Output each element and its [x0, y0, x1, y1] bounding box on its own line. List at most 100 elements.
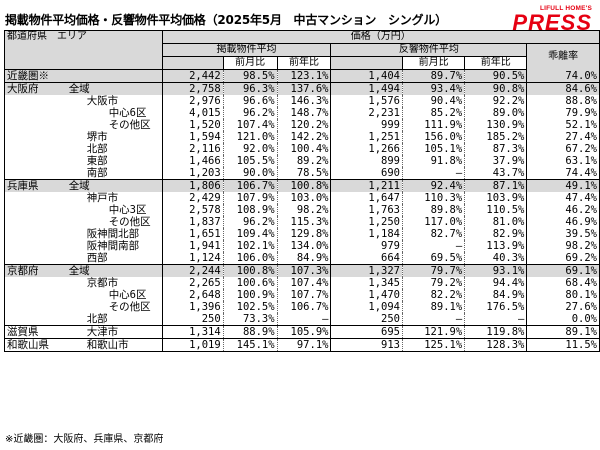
value-cell-d: 46.9%	[526, 216, 600, 228]
value-cell-rm: –	[401, 167, 465, 180]
value-cell-d: 47.4%	[526, 192, 600, 204]
area-cell: 中心3区	[66, 204, 163, 216]
value-cell-rp: 664	[330, 252, 403, 265]
prefecture-cell	[3, 289, 67, 301]
area-cell: その他区	[66, 119, 163, 131]
value-cell-lm: 121.0%	[222, 131, 278, 143]
value-cell-rm: 89.1%	[401, 301, 465, 313]
value-cell-ly: 97.1%	[276, 338, 331, 352]
value-cell-ly: 106.7%	[276, 301, 331, 313]
value-cell-ly: 129.8%	[276, 228, 331, 240]
value-cell-lm: 102.1%	[222, 240, 278, 252]
brand-logo: LIFULL HOME'S PRESS	[500, 4, 592, 34]
value-cell-d: 74.0%	[526, 69, 600, 83]
value-cell-lp: 1,837	[161, 216, 224, 228]
value-cell-lm: 107.4%	[222, 119, 278, 131]
value-cell-ly: 142.2%	[276, 131, 331, 143]
value-cell-d: 68.4%	[526, 277, 600, 289]
value-cell-lm: 90.0%	[222, 167, 278, 180]
prefecture-cell	[3, 107, 67, 119]
value-cell-lp: 2,976	[161, 95, 224, 107]
value-cell-rm: 121.9%	[401, 325, 465, 339]
value-cell-d: 27.6%	[526, 301, 600, 313]
prefecture-cell: 兵庫県	[3, 179, 67, 192]
value-cell-rp: 1,094	[330, 301, 403, 313]
prefecture-cell	[3, 313, 67, 326]
table-row: 阪神間南部 1,941 102.1% 134.0% 979–113.9% 98.2%	[3, 240, 600, 252]
value-cell-rp: 1,763	[330, 204, 403, 216]
value-cell-d: 69.1%	[526, 264, 600, 277]
divergence-header: 乖離率	[526, 43, 600, 70]
prefecture-cell	[3, 228, 67, 240]
area-cell: 南部	[66, 167, 163, 180]
value-cell-lm: 145.1%	[222, 338, 278, 352]
value-cell-lp: 1,941	[161, 240, 224, 252]
value-cell-lm: 100.8%	[222, 264, 278, 277]
response-yoy-header: 前年比	[464, 56, 527, 70]
value-cell-rm: 85.2%	[401, 107, 465, 119]
value-cell-rp: 1,404	[330, 69, 403, 83]
value-cell-rp: 2,231	[330, 107, 403, 119]
value-cell-ry: 103.9%	[464, 192, 527, 204]
prefecture-cell	[3, 95, 67, 107]
prefecture-cell	[3, 131, 67, 143]
logo-subtext: LIFULL HOME'S	[539, 5, 592, 12]
value-cell-rp: 1,211	[330, 179, 403, 192]
value-cell-rm: –	[401, 313, 465, 326]
value-cell-ly: 107.3%	[276, 264, 331, 277]
table-row: 阪神間北部 1,651 109.4% 129.8% 1,184 82.7% 82.9% 39.…	[3, 228, 600, 240]
value-cell-rp: 1,251	[330, 131, 403, 143]
area-cell: 阪神間南部	[66, 240, 163, 252]
value-cell-rm: 93.4%	[401, 82, 465, 95]
value-cell-d: 69.2%	[526, 252, 600, 265]
table-row: 北部 2,116 92.0% 100.4% 1,266 105.1% 87.3% 67.2%	[3, 143, 600, 155]
value-cell-ly: 78.5%	[276, 167, 331, 180]
area-cell: 中心6区	[66, 289, 163, 301]
value-cell-lp: 4,015	[161, 107, 224, 119]
value-cell-ly: 84.9%	[276, 252, 331, 265]
value-cell-ly: 148.7%	[276, 107, 331, 119]
listed-avg-header: 掲載物件平均	[161, 43, 331, 57]
value-cell-rm: 110.3%	[401, 192, 465, 204]
value-cell-rm: 111.9%	[401, 119, 465, 131]
value-cell-d: 84.6%	[526, 82, 600, 95]
value-cell-rp: 1,576	[330, 95, 403, 107]
value-cell-d: 74.4%	[526, 167, 600, 180]
value-cell-lm: 100.9%	[222, 289, 278, 301]
value-cell-ry: 176.5%	[464, 301, 527, 313]
value-cell-lp: 1,806	[161, 179, 224, 192]
value-cell-rm: 89.8%	[401, 204, 465, 216]
value-cell-ry: 90.8%	[464, 82, 527, 95]
area-cell: 東部	[66, 155, 163, 167]
prefecture-cell: 近畿圏※	[3, 69, 67, 83]
value-cell-rp: 1,266	[330, 143, 403, 155]
area-cell: 阪神間北部	[66, 228, 163, 240]
area-cell: 和歌山市	[66, 338, 163, 352]
prefecture-cell	[3, 143, 67, 155]
value-cell-rm: 125.1%	[401, 338, 465, 352]
table-row: 北部 250 73.3% –250– –0.0%	[3, 313, 600, 326]
table-row: 堺市 1,594 121.0% 142.2% 1,251 156.0% 185.2% 27.4…	[3, 131, 600, 143]
value-cell-lm: 105.5%	[222, 155, 278, 167]
footnote: ※近畿圏：大阪府、兵庫県、京都府	[5, 434, 164, 445]
value-cell-d: 88.8%	[526, 95, 600, 107]
table-row: 大阪府 全域 2,758 96.3% 137.6% 1,494 93.4% 90.8% 84.6…	[3, 82, 600, 95]
value-cell-lm: 88.9%	[222, 325, 278, 339]
value-cell-lm: 100.6%	[222, 277, 278, 289]
table-row: 神戸市 2,429 107.9% 103.0% 1,647 110.3% 103.9% 47.…	[3, 192, 600, 204]
value-cell-ly: 103.0%	[276, 192, 331, 204]
value-cell-rp: 1,647	[330, 192, 403, 204]
value-cell-lm: 98.5%	[222, 69, 278, 83]
value-cell-rm: 92.4%	[401, 179, 465, 192]
value-cell-lp: 2,244	[161, 264, 224, 277]
table-row: 大阪市 2,976 96.6% 146.3% 1,576 90.4% 92.2% 88.8%	[3, 95, 600, 107]
table-row: 西部 1,124 106.0% 84.9% 664 69.5% 40.3% 69.2%	[3, 252, 600, 265]
value-cell-rp: 690	[330, 167, 403, 180]
value-cell-ly: 89.2%	[276, 155, 331, 167]
value-cell-lm: 96.6%	[222, 95, 278, 107]
value-cell-ry: 90.5%	[464, 69, 527, 83]
prefecture-cell	[3, 240, 67, 252]
response-mom-header: 前月比	[401, 56, 465, 70]
value-cell-ly: 98.2%	[276, 204, 331, 216]
value-cell-ry: 40.3%	[464, 252, 527, 265]
